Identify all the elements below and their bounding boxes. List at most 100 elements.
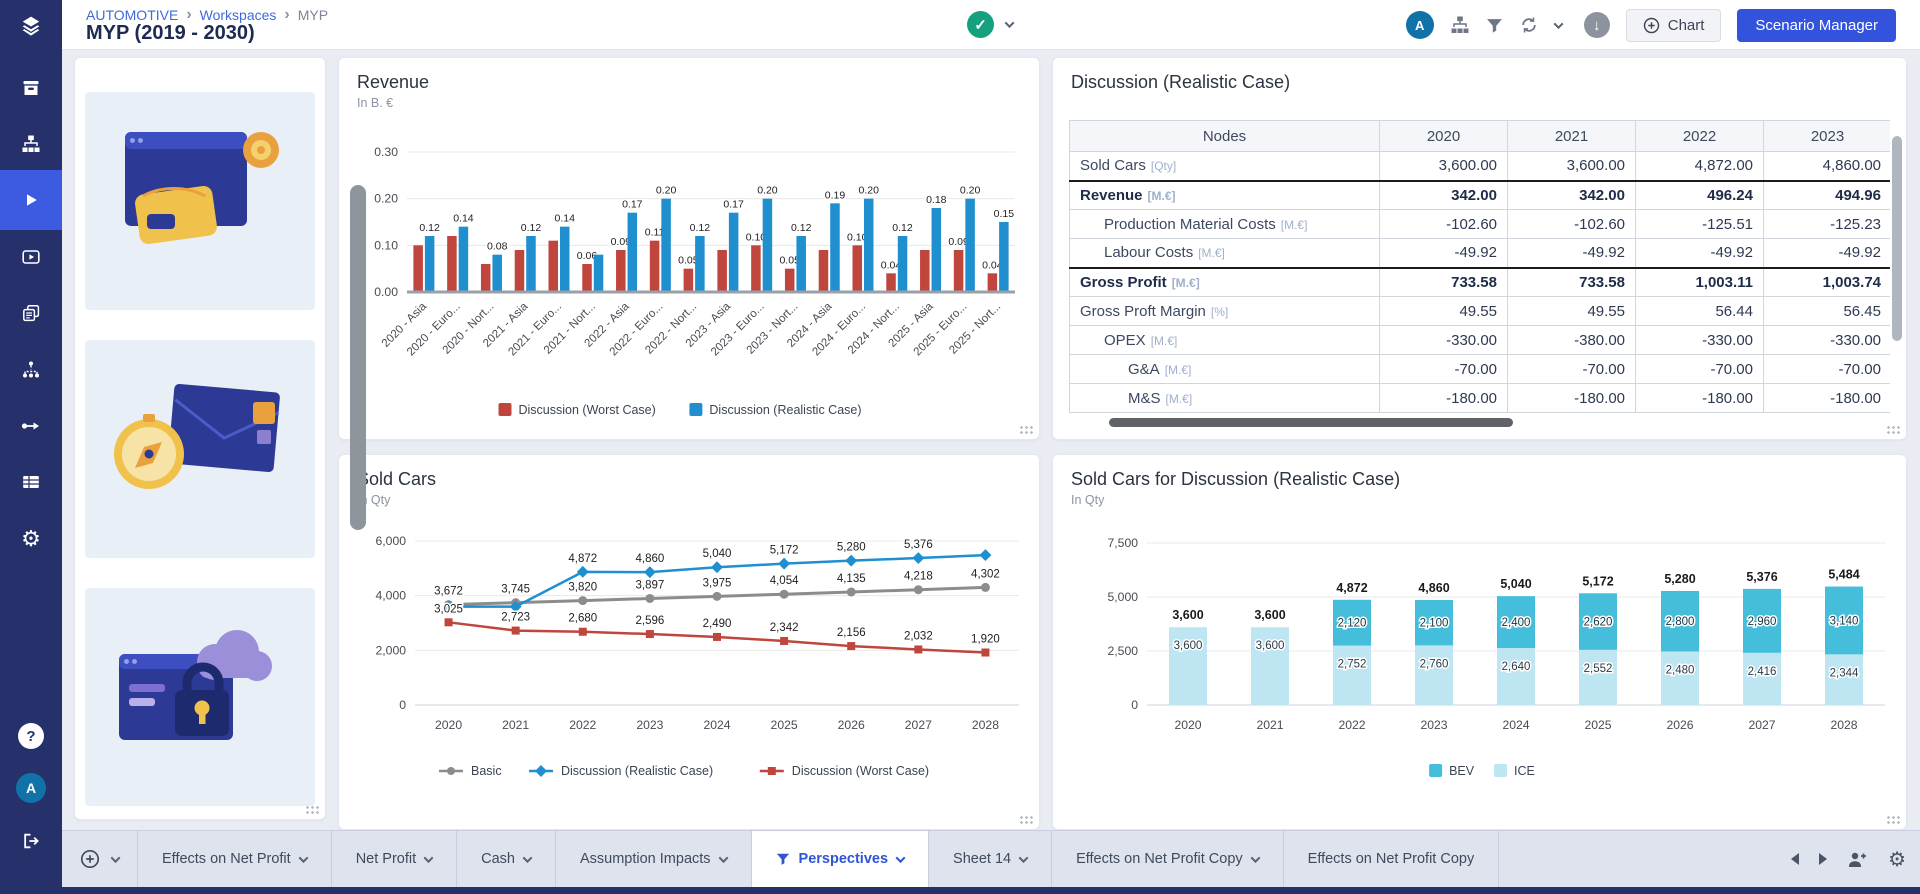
- svg-text:6,000: 6,000: [376, 534, 407, 548]
- sidebar-item-reports[interactable]: [0, 295, 62, 331]
- table-column-nodes[interactable]: Nodes: [1069, 120, 1380, 152]
- template-thumbnail-1[interactable]: [85, 92, 315, 310]
- chevron-down-icon[interactable]: [1004, 18, 1015, 29]
- table-horizontal-scrollbar[interactable]: [1109, 418, 1513, 427]
- table-row-production-material-costs[interactable]: Production Material Costs [M.€] -102.60 -10…: [1069, 209, 1890, 239]
- add-chart-button[interactable]: Chart: [1625, 8, 1722, 42]
- svg-text:0.05: 0.05: [678, 255, 699, 267]
- svg-text:0.14: 0.14: [555, 213, 576, 225]
- panel-vertical-scrollbar[interactable]: [350, 185, 366, 530]
- add-sheet-button[interactable]: [62, 831, 138, 887]
- svg-text:0.11: 0.11: [645, 227, 665, 239]
- node-label: Production Material Costs: [1104, 215, 1276, 233]
- user-avatar[interactable]: A: [1405, 11, 1434, 39]
- sheet-tab-bar: Effects on Net Profit Net Profit Cash Assum…: [62, 830, 1920, 887]
- table-column-2022[interactable]: 2022: [1635, 120, 1764, 152]
- svg-text:2,000: 2,000: [376, 643, 407, 657]
- check-icon: ✓: [967, 11, 994, 38]
- sidebar-item-data-tables[interactable]: [0, 464, 62, 500]
- sidebar-item-help[interactable]: ?: [0, 718, 62, 754]
- value-cell: -70.00: [1763, 354, 1890, 384]
- resize-grip[interactable]: [1019, 815, 1034, 825]
- hierarchy-icon[interactable]: [1450, 15, 1470, 35]
- svg-text:2,800: 2,800: [1666, 616, 1695, 628]
- table-column-2021[interactable]: 2021: [1507, 120, 1636, 152]
- sidebar-item-logout[interactable]: [0, 823, 62, 859]
- stacked-bars: 3,600 3,600 3,600 3,600 2,752 2,120 4,872 2,760…: [1169, 566, 1863, 705]
- table-column-2023[interactable]: 2023: [1763, 120, 1890, 152]
- node-unit: [%]: [1210, 304, 1229, 319]
- resize-grip[interactable]: [1886, 815, 1901, 825]
- svg-text:0.05: 0.05: [779, 255, 800, 267]
- tab-effects-on-net-profit-copy[interactable]: Effects on Net Profit Copy: [1052, 831, 1284, 887]
- tab-label: Effects on Net Profit Copy: [1307, 851, 1475, 867]
- chevron-down-icon[interactable]: [1553, 18, 1564, 29]
- svg-text:0.17: 0.17: [723, 199, 744, 211]
- value-cell: -180.00: [1635, 383, 1764, 413]
- svg-text:0.12: 0.12: [791, 222, 812, 234]
- sidebar-item-simulations-active[interactable]: [0, 170, 62, 230]
- app-logo-icon[interactable]: [0, 8, 62, 44]
- svg-text:7,500: 7,500: [1108, 536, 1139, 550]
- table-row-opex[interactable]: OPEX [M.€] -330.00 -380.00 -330.00 -330.00: [1069, 325, 1890, 355]
- value-cell: 3,600.00: [1379, 151, 1508, 181]
- sidebar-user-avatar[interactable]: A: [0, 770, 62, 806]
- svg-text:3,975: 3,975: [703, 577, 732, 589]
- svg-text:0.30: 0.30: [374, 145, 398, 159]
- validation-status[interactable]: ✓: [967, 11, 1015, 38]
- table-column-2020[interactable]: 2020: [1379, 120, 1508, 152]
- table-row-gross-proft-margin[interactable]: Gross Proft Margin [%] 49.55 49.55 56.44 56.4…: [1069, 296, 1890, 326]
- table-row-sold-cars[interactable]: Sold Cars [Qty] 3,600.00 3,600.00 4,872.00 4,…: [1069, 151, 1890, 181]
- tab-effects-on-net-profit[interactable]: Effects on Net Profit: [138, 831, 332, 887]
- download-icon[interactable]: ↓: [1583, 12, 1610, 38]
- breadcrumb-workspaces[interactable]: Workspaces: [199, 7, 277, 23]
- archive-icon: [23, 81, 39, 95]
- node-tree-icon: [23, 361, 39, 378]
- scenario-manager-button[interactable]: Scenario Manager: [1737, 8, 1896, 42]
- breadcrumb-automotive[interactable]: AUTOMOTIVE: [86, 7, 179, 23]
- filter-icon[interactable]: [1486, 17, 1503, 34]
- chevron-down-icon[interactable]: [110, 852, 121, 863]
- tab-perspectives[interactable]: Perspectives: [751, 831, 930, 887]
- svg-text:0.04: 0.04: [881, 259, 902, 271]
- table-row-gross-profit[interactable]: Gross Profit [M.€] 733.58 733.58 1,003.11 1,0…: [1069, 266, 1890, 297]
- sidebar-item-model[interactable]: [0, 126, 62, 162]
- tab-effects-on-net-profit-copy[interactable]: Effects on Net Profit Copy: [1284, 831, 1500, 887]
- table-row-revenue[interactable]: Revenue [M.€] 342.00 342.00 496.24 494.96: [1069, 179, 1890, 210]
- value-cell: -180.00: [1763, 383, 1890, 413]
- svg-text:0.14: 0.14: [453, 213, 474, 225]
- svg-text:2026: 2026: [1666, 718, 1693, 732]
- svg-text:0.08: 0.08: [487, 241, 508, 253]
- svg-text:0.17: 0.17: [622, 199, 643, 211]
- scroll-tabs-left-icon[interactable]: [1791, 853, 1800, 865]
- svg-text:0: 0: [399, 698, 406, 712]
- copy-pages-icon: [23, 305, 40, 322]
- tab-assumption-impacts[interactable]: Assumption Impacts: [556, 831, 752, 887]
- sidebar-item-flows[interactable]: [0, 408, 62, 444]
- sidebar-item-presentations[interactable]: [0, 239, 62, 275]
- resize-grip[interactable]: [1019, 425, 1034, 435]
- tab-net-profit[interactable]: Net Profit: [332, 831, 458, 887]
- svg-text:4,860: 4,860: [635, 553, 664, 565]
- gear-icon[interactable]: ⚙: [1888, 848, 1906, 871]
- table-row-m-s[interactable]: M&S [M.€] -180.00 -180.00 -180.00 -180.00: [1069, 383, 1890, 413]
- table-row-g-a[interactable]: G&A [M.€] -70.00 -70.00 -70.00 -70.00: [1069, 354, 1890, 384]
- video-icon: [22, 250, 40, 264]
- template-thumbnail-2[interactable]: [85, 340, 315, 558]
- tab-cash[interactable]: Cash: [457, 831, 556, 887]
- tab-sheet-14[interactable]: Sheet 14: [929, 831, 1053, 887]
- sidebar-item-drivers[interactable]: [0, 352, 62, 388]
- gear-icon: ⚙: [21, 526, 41, 551]
- sidebar-item-archive[interactable]: [0, 70, 62, 106]
- sidebar-item-settings[interactable]: ⚙: [0, 521, 62, 557]
- table-row-labour-costs[interactable]: Labour Costs [M.€] -49.92 -49.92 -49.92 -49.9…: [1069, 238, 1890, 268]
- share-user-icon[interactable]: [1847, 850, 1868, 869]
- template-thumbnail-3[interactable]: [85, 588, 315, 806]
- resize-grip[interactable]: [305, 805, 320, 815]
- svg-text:3,025: 3,025: [434, 603, 463, 615]
- scroll-tabs-right-icon[interactable]: [1819, 853, 1828, 865]
- refresh-icon[interactable]: [1519, 15, 1539, 35]
- svg-text:2026: 2026: [838, 718, 865, 732]
- table-vertical-scrollbar[interactable]: [1892, 136, 1902, 341]
- resize-grip[interactable]: [1886, 425, 1901, 435]
